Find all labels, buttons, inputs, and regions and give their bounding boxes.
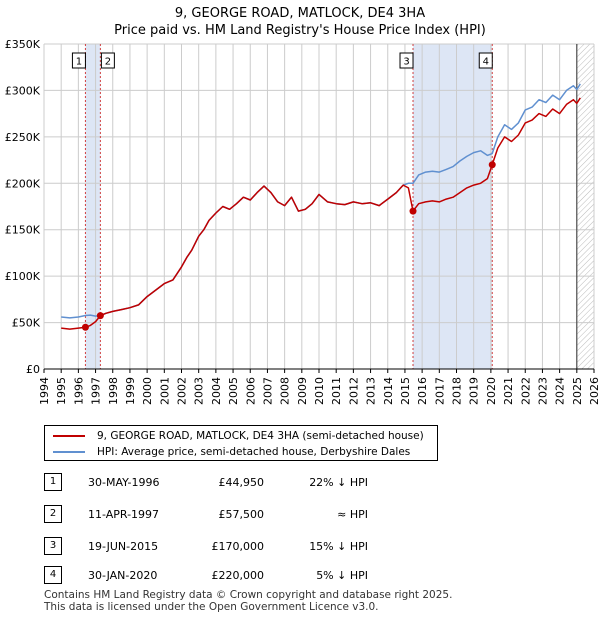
x-tick-label: 2026 [588,377,600,405]
legend-label-property: 9, GEORGE ROAD, MATLOCK, DE4 3HA (semi-d… [97,430,424,442]
x-tick-label: 2022 [519,377,532,405]
x-tick-label: 2015 [399,377,412,405]
x-tick-label: 2009 [296,377,309,405]
x-tick-label: 2010 [313,377,326,405]
y-tick-label: £300K [5,84,41,97]
y-tick-label: £350K [5,38,41,51]
y-tick-label: £150K [5,224,41,237]
footer-license: This data is licensed under the Open Gov… [44,601,379,613]
sale-number-box: 4 [44,566,62,584]
x-tick-label: 2019 [468,377,481,405]
footer-copyright: Contains HM Land Registry data © Crown c… [44,589,453,601]
x-tick-label: 2024 [554,377,567,405]
x-tick-label: 2016 [416,377,429,405]
legend-item-hpi: HPI: Average price, semi-detached house,… [53,444,410,460]
sale-date: 30-JAN-2020 [88,569,158,582]
x-tick-label: 2006 [244,377,257,405]
x-tick-label: 2002 [176,377,189,405]
sale-label: 3 [403,57,409,68]
legend-swatch-property [53,435,85,437]
sale-row: 4 30-JAN-2020 £220,000 5% ↓ HPI [44,566,384,586]
sale-label-box [71,52,86,69]
x-tick-label: 1994 [38,377,51,405]
sale-label: 1 [76,57,82,68]
y-tick-label: £50K [12,317,41,330]
property-price-line [61,97,581,330]
x-tick-label: 1999 [124,377,137,405]
sale-price: £220,000 [211,569,265,582]
x-tick-label: 2008 [279,377,292,405]
sale-hpi-relation: ≈ HPI [337,508,368,521]
sale-row: 3 19-JUN-2015 £170,000 15% ↓ HPI [44,537,384,557]
legend: 9, GEORGE ROAD, MATLOCK, DE4 3HA (semi-d… [44,425,438,461]
sale-date: 30-MAY-1996 [88,476,160,489]
sale-date: 19-JUN-2015 [88,540,159,553]
x-tick-label: 1995 [55,377,68,405]
x-tick-label: 2000 [141,377,154,405]
sale-label: 4 [483,57,489,68]
chart-title: 9, GEORGE ROAD, MATLOCK, DE4 3HA [174,6,426,21]
ownership-shade [413,44,493,369]
sale-hpi-relation: 22% ↓ HPI [309,476,368,489]
sale-label-box [100,52,115,69]
x-tick-label: 2001 [158,377,171,405]
x-tick-label: 2013 [365,377,378,405]
x-tick-label: 2018 [451,377,464,405]
legend-item-property: 9, GEORGE ROAD, MATLOCK, DE4 3HA (semi-d… [53,428,424,444]
sale-label-box [399,52,414,69]
sale-point [488,161,496,169]
x-tick-label: 2011 [330,377,343,405]
x-tick-label: 1996 [72,377,85,405]
sale-row: 1 30-MAY-1996 £44,950 22% ↓ HPI [44,473,384,493]
y-tick-label: £100K [5,270,41,283]
sale-number-box: 1 [44,473,62,491]
x-tick-label: 2025 [571,377,584,405]
sale-price: £44,950 [218,476,265,489]
x-tick-label: 2021 [502,377,515,405]
x-tick-label: 2014 [382,377,395,405]
sale-price: £57,500 [218,508,265,521]
sale-row: 2 11-APR-1997 £57,500 ≈ HPI [44,505,384,525]
ownership-shade [85,44,101,369]
future-hatch [576,44,594,369]
sale-point [409,207,417,215]
footer: Contains HM Land Registry data © Crown c… [44,589,452,613]
sale-date: 11-APR-1997 [88,508,160,521]
x-tick-label: 1997 [90,377,103,405]
sale-number-box: 2 [44,505,62,523]
x-tick-label: 2023 [536,377,549,405]
x-tick-label: 2003 [193,377,206,405]
y-tick-label: £0 [26,363,40,376]
x-tick-label: 1998 [107,377,120,405]
x-tick-label: 2012 [347,377,360,405]
y-tick-label: £200K [5,177,41,190]
legend-label-hpi: HPI: Average price, semi-detached house,… [97,446,411,458]
legend-swatch-hpi [53,451,85,453]
sale-hpi-relation: 5% ↓ HPI [316,569,368,582]
sale-point [81,323,89,331]
x-tick-label: 2017 [433,377,446,405]
hpi-line [61,83,581,319]
x-tick-label: 2004 [210,377,223,405]
x-tick-label: 2005 [227,377,240,405]
chart-subtitle: Price paid vs. HM Land Registry's House … [114,23,486,38]
sale-price: £170,000 [211,540,265,553]
sale-label-box [478,52,493,69]
price-chart: £0 £50K £100K £150K £200K £250K £300K £350K 1994… [5,38,600,405]
x-tick-label: 2020 [485,377,498,405]
sale-hpi-relation: 15% ↓ HPI [309,540,368,553]
sale-label: 2 [105,57,111,68]
sale-number-box: 3 [44,537,62,555]
x-tick-label: 2007 [261,377,274,405]
sale-point [96,312,104,320]
y-tick-label: £250K [5,131,41,144]
